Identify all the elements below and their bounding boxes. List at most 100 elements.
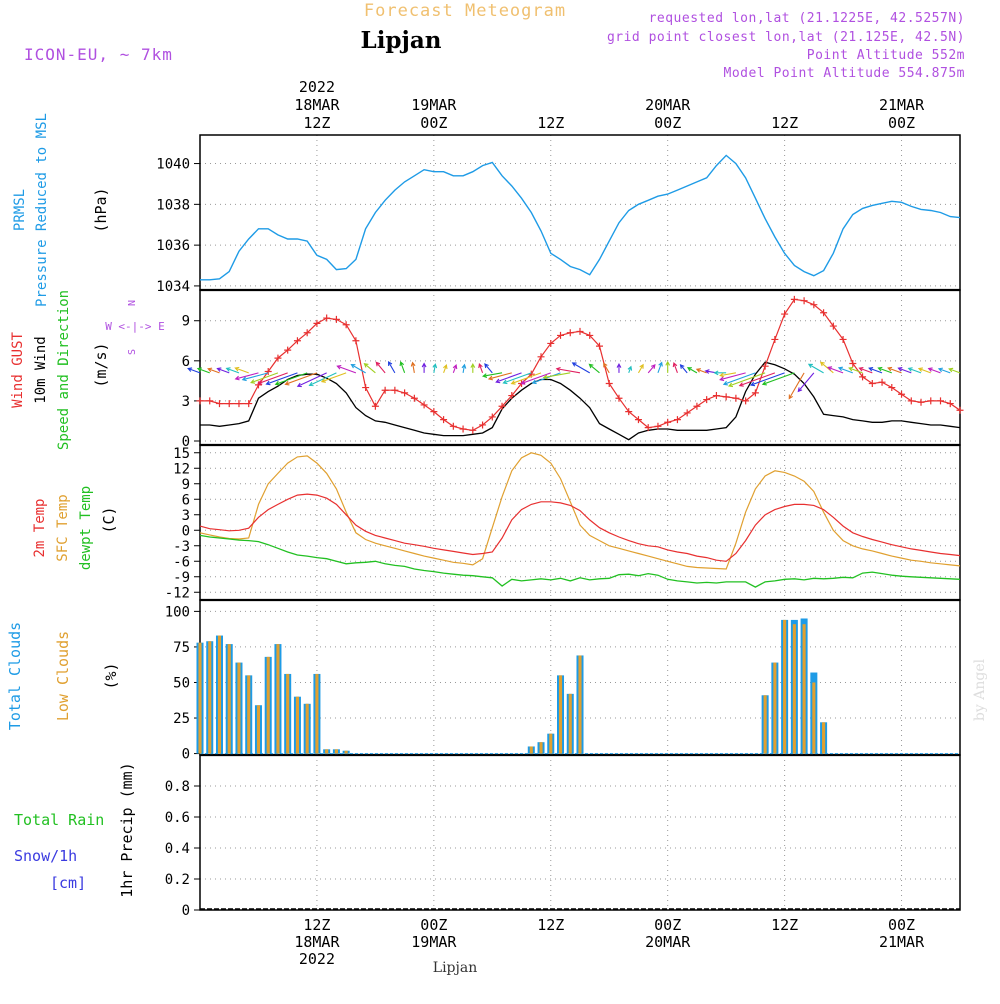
low-clouds-bar (802, 624, 806, 754)
top-time-label: 2022 (299, 78, 335, 96)
wind-direction-arrow (807, 363, 824, 374)
low-clouds-bar (558, 675, 563, 754)
y-tick-label: 1036 (156, 238, 190, 254)
y-tick-label: 6 (182, 354, 190, 370)
wind-direction-arrow (542, 372, 571, 380)
wind-gust-marker (605, 380, 613, 388)
wind-direction-arrow (284, 372, 318, 386)
temp-2m-label: 2m Temp (32, 498, 48, 557)
y-tick-label: 0.6 (165, 810, 190, 826)
wind-gust-marker (566, 329, 574, 337)
wind-gust-marker (547, 339, 555, 347)
wind-direction-arrow (484, 363, 493, 374)
wind-direction-arrow (461, 363, 467, 373)
wind-gust-marker (927, 397, 935, 405)
y-tick-label: 100 (165, 604, 190, 620)
wind-gust-marker (576, 327, 584, 335)
wind-direction-arrow (452, 364, 458, 374)
requested-coords: requested lon,lat (21.1225E, 42.5257N) (649, 11, 965, 26)
wind-direction-arrow (225, 367, 240, 374)
bottom-time-label: 2022 (299, 950, 335, 968)
low-clouds-bar (529, 746, 533, 754)
wind-direction-arrow (948, 367, 961, 374)
wind-gust-marker (615, 394, 623, 402)
pressure-label: PRMSL (12, 189, 28, 231)
low-clouds-bar (812, 682, 816, 754)
wind-gust-marker (479, 421, 487, 429)
low-clouds-bar (305, 703, 309, 754)
location-title: Lipjan (361, 27, 442, 54)
wind-direction-arrow (363, 362, 376, 374)
wind-gust-marker (332, 315, 340, 323)
wind-direction-arrow (387, 360, 396, 374)
wind-direction-arrow (788, 372, 805, 400)
wind-gust-marker (771, 335, 779, 343)
wind-gust-marker (488, 413, 496, 421)
wind-gust-marker (206, 397, 214, 405)
compass-we: W <-|-> E (105, 320, 165, 333)
wind-gust-marker (781, 310, 789, 318)
low-clouds-bar (792, 624, 796, 754)
y-tick-label: 3 (182, 394, 190, 410)
wind-gust-marker (401, 389, 409, 397)
wind-gust-marker (800, 297, 808, 305)
temp-unit: (C) (100, 506, 118, 533)
low-clouds-bar (549, 733, 553, 754)
wind-direction-arrow (827, 366, 844, 374)
wind-direction-arrow (713, 370, 727, 376)
snow-label: Snow/1h (14, 847, 77, 865)
wind-direction-arrow (502, 372, 532, 385)
wind-direction-arrow (738, 372, 776, 387)
top-time-label: 20MAR (645, 96, 691, 114)
low-clouds-bar (237, 662, 241, 754)
y-tick-label: 9 (182, 477, 190, 493)
y-tick-label: 0.8 (165, 779, 190, 795)
y-tick-label: 0.2 (165, 872, 190, 888)
wind-direction-arrow (443, 364, 448, 374)
wind-direction-arrow (858, 367, 873, 374)
wind-direction-arrow (555, 366, 581, 374)
wind-direction-arrow (478, 363, 484, 374)
top-time-label: 18MAR (294, 96, 340, 114)
y-tick-label: 15 (173, 446, 190, 462)
low-clouds-bar (315, 673, 319, 754)
wind-direction-arrow (274, 372, 308, 386)
wind-direction-arrow (897, 367, 912, 374)
y-tick-label: -6 (173, 554, 190, 570)
top-time-label: 19MAR (411, 96, 457, 114)
temp-2m-line (199, 493, 961, 562)
y-tick-label: 0 (182, 903, 190, 919)
wind-direction-arrow (571, 362, 591, 374)
y-tick-label: 6 (182, 492, 190, 508)
wind-gust-marker (673, 416, 681, 424)
wind-direction-arrow (470, 362, 476, 373)
wind-gust-marker (829, 322, 837, 330)
wind-direction-arrow (320, 372, 347, 383)
low-clouds-bar (539, 742, 543, 754)
low-clouds-bar (198, 642, 202, 754)
wind-direction-arrow (627, 365, 633, 374)
wind-direction-arrow (616, 362, 622, 373)
wind-direction-arrow (719, 372, 746, 382)
top-time-label: 21MAR (879, 96, 925, 114)
wind-direction-arrow (686, 367, 698, 374)
grid-coords: grid point closest lon,lat (21.125E, 42.… (607, 30, 965, 45)
y-tick-label: 0 (182, 747, 190, 763)
wind-direction-arrow (727, 372, 766, 388)
chart-title: Forecast Meteogram (364, 1, 566, 21)
wind-gust-marker (722, 393, 730, 401)
wind-gust-marker (225, 400, 233, 408)
wind-direction-arrow (432, 363, 438, 373)
low-clouds-bar (822, 722, 826, 754)
wind-direction-arrow (603, 362, 610, 374)
wind-gust-marker (586, 331, 594, 339)
wind-gust-marker (313, 319, 321, 327)
top-time-label: 00Z (888, 114, 915, 132)
wind-gust-line (200, 298, 961, 431)
compass-s: S (127, 349, 138, 355)
y-tick-label: 0 (182, 523, 190, 539)
wind-direction-arrow (837, 366, 854, 374)
bottom-time-label: 12Z (537, 916, 564, 934)
y-tick-label: -12 (165, 585, 190, 601)
